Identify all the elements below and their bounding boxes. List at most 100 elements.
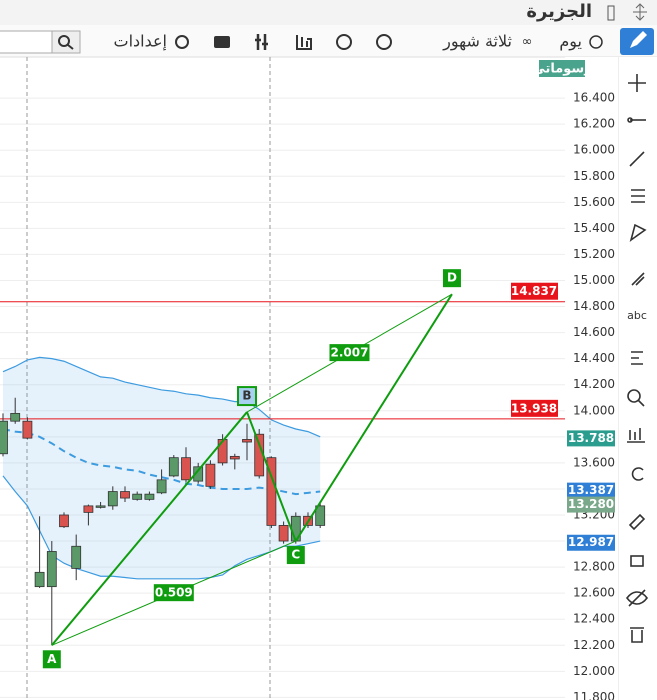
move-icon[interactable] xyxy=(633,3,647,21)
candle-body xyxy=(156,479,167,494)
point-label: B xyxy=(242,389,251,403)
y-tick-label: 15.000 xyxy=(573,273,615,287)
y-tick-label: 14.000 xyxy=(573,403,615,417)
search-button[interactable] xyxy=(51,30,81,54)
candle-body xyxy=(0,420,8,455)
point-label: D xyxy=(447,271,457,285)
toolbar xyxy=(0,25,657,57)
chart-type-icon[interactable] xyxy=(296,35,312,50)
candle-body xyxy=(10,412,21,422)
candle-body xyxy=(107,491,118,507)
compare-icon[interactable] xyxy=(376,34,392,50)
ratio-label: 0.509 xyxy=(155,586,193,600)
indicator-icon[interactable] xyxy=(255,34,268,50)
candle-body xyxy=(120,491,130,499)
price-axis xyxy=(565,57,618,700)
settings-icon[interactable] xyxy=(175,35,189,49)
point-badge xyxy=(286,546,305,565)
candle-body xyxy=(315,505,326,526)
candle-body xyxy=(205,463,216,487)
ratio-badge xyxy=(153,584,194,602)
watermark-badge xyxy=(539,60,585,77)
price-label: 12.987 xyxy=(568,535,614,549)
icon[interactable] xyxy=(607,5,615,21)
interval[interactable]: يوم xyxy=(559,32,582,52)
price-label: 13.280 xyxy=(568,497,614,511)
candle-body xyxy=(193,466,204,482)
ratio-label: 2.007 xyxy=(330,346,368,360)
hline-label: 13.938 xyxy=(511,401,557,415)
y-tick-label: 16.200 xyxy=(573,117,615,131)
y-tick-label: 14.400 xyxy=(573,351,615,365)
candle-body xyxy=(59,514,69,528)
y-tick-label: 12.800 xyxy=(573,560,615,574)
y-tick-label: 12.600 xyxy=(573,586,615,600)
ratio-badge xyxy=(329,344,370,362)
y-tick-label: 16.400 xyxy=(573,91,615,105)
candle-body xyxy=(181,457,191,481)
candle-body xyxy=(278,525,289,542)
side-toolbar xyxy=(618,57,657,700)
candle-body xyxy=(34,571,45,588)
watermark: رسوماتي xyxy=(532,62,591,77)
price-label-bg xyxy=(567,430,615,447)
price-label-bg xyxy=(567,482,615,499)
candle-body xyxy=(168,457,179,477)
pattern-line xyxy=(294,293,453,542)
y-tick-label: 13.600 xyxy=(573,455,615,469)
y-tick-label: 14.600 xyxy=(573,325,615,339)
candle-body xyxy=(71,545,82,569)
candle-body xyxy=(132,493,143,500)
point-badge xyxy=(42,650,61,669)
candle-body xyxy=(46,551,57,588)
hline-label-bg xyxy=(511,282,558,300)
point-label: C xyxy=(291,548,300,562)
y-tick-label: 15.200 xyxy=(573,247,615,261)
candle-body xyxy=(83,505,94,513)
y-tick-label: 15.800 xyxy=(573,169,615,183)
point-badge xyxy=(237,386,257,407)
candle-body xyxy=(144,493,155,500)
y-tick-label: 12.200 xyxy=(573,638,615,652)
pattern-line xyxy=(246,411,297,542)
point-label: A xyxy=(47,652,57,666)
plot: 11.80012.00012.20012.40012.60012.80013.0… xyxy=(0,57,615,700)
y-tick-label: 14.800 xyxy=(573,299,615,313)
text-tool[interactable]: abc xyxy=(627,309,647,322)
hline-label-bg xyxy=(511,399,558,417)
price-label-bg xyxy=(567,496,615,513)
range-icon: ∞ xyxy=(522,35,533,50)
hline-label: 14.837 xyxy=(511,284,557,298)
price-label: 13.788 xyxy=(568,431,614,445)
y-tick-label: 16.000 xyxy=(573,143,615,157)
title: الجزيرة xyxy=(526,1,592,22)
y-tick-label: 12.000 xyxy=(573,664,615,678)
candle-body xyxy=(22,420,33,439)
search-box[interactable] xyxy=(0,30,53,54)
candle-body xyxy=(217,439,228,464)
interval-icon[interactable] xyxy=(589,35,603,49)
y-tick-label: 15.400 xyxy=(573,221,615,235)
candle-body xyxy=(95,505,106,508)
settings[interactable]: إعدادات xyxy=(114,32,167,51)
price-label: 13.387 xyxy=(568,483,614,497)
candle-body xyxy=(242,439,252,443)
camera-icon[interactable] xyxy=(214,36,230,48)
y-tick-label: 11.800 xyxy=(573,690,615,700)
candle-body xyxy=(266,457,277,526)
title-bar xyxy=(0,0,657,25)
y-tick-label: 12.400 xyxy=(573,612,615,626)
alert-icon[interactable] xyxy=(336,34,352,50)
pattern-line xyxy=(51,411,248,646)
price-label-bg xyxy=(567,534,615,551)
range[interactable]: ثلاثة شهور xyxy=(442,32,512,52)
point-badge xyxy=(442,269,461,288)
candle-body xyxy=(229,455,240,460)
side-icons[interactable] xyxy=(625,74,649,643)
upper-band xyxy=(2,356,321,438)
band-fill xyxy=(3,357,321,579)
y-tick-label: 14.200 xyxy=(573,377,615,391)
y-tick-label: 15.600 xyxy=(573,195,615,209)
